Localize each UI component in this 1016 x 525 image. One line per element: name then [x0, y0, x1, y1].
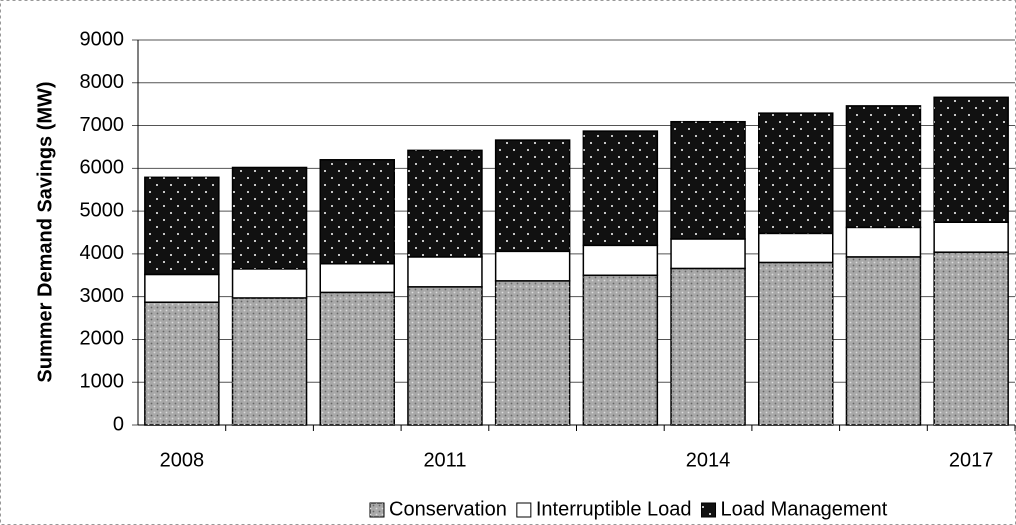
bar-segment	[231, 297, 308, 426]
x-tick-label: 2011	[423, 449, 466, 471]
legend-swatch	[516, 502, 532, 518]
y-tick-label: 1000	[80, 371, 125, 393]
bar-segment	[845, 226, 922, 258]
y-tick-label: 7000	[80, 114, 125, 136]
bar-segment	[144, 176, 220, 276]
bar-segment	[231, 268, 308, 299]
y-tick-label: 8000	[80, 71, 125, 93]
bar-segment	[582, 244, 659, 277]
legend-texture	[370, 503, 384, 517]
y-tick-label: 5000	[80, 199, 125, 221]
y-tick-label: 3000	[80, 285, 125, 307]
legend-texture	[701, 503, 716, 517]
y-tick-label: 6000	[80, 157, 125, 179]
y-tick-label: 2000	[80, 328, 125, 350]
y-tick-label: 0	[113, 413, 124, 435]
bar-segment	[758, 261, 834, 426]
bar-segment	[933, 221, 1009, 253]
bar-segment	[407, 149, 483, 258]
bar-segment	[582, 130, 659, 247]
bar-segment	[144, 301, 220, 426]
bar-segment	[933, 96, 1009, 223]
bar-segment	[407, 256, 483, 288]
legend-label: Interruptible Load	[536, 498, 692, 520]
bar-segment	[670, 120, 746, 240]
bar-segment	[407, 286, 483, 426]
bar-segment	[494, 139, 571, 253]
y-tick-label: 4000	[80, 242, 125, 264]
bar-segment	[933, 251, 1009, 426]
bar-segment	[494, 250, 571, 282]
bar-segment	[319, 159, 395, 265]
bar-segment	[845, 256, 922, 426]
bar-segment	[758, 112, 834, 235]
y-axis-label: Summer Demand Savings (MW)	[34, 81, 56, 382]
bar-segment	[144, 273, 220, 303]
bar-segment	[319, 291, 395, 426]
bar-segment	[231, 166, 308, 270]
bar-segment	[845, 105, 922, 229]
x-tick-label: 2017	[949, 449, 994, 471]
legend-label: Conservation	[389, 498, 507, 520]
bar-segment	[670, 267, 746, 426]
bar-segment	[494, 280, 571, 426]
x-tick-label: 2008	[160, 449, 205, 471]
bar-segment	[319, 262, 395, 294]
legend-label: Load Management	[721, 498, 888, 520]
y-tick-label: 9000	[80, 28, 125, 50]
x-tick-label: 2014	[686, 449, 731, 471]
bar-segment	[670, 238, 746, 270]
bar-segment	[582, 274, 659, 426]
bar-segment	[758, 232, 834, 264]
